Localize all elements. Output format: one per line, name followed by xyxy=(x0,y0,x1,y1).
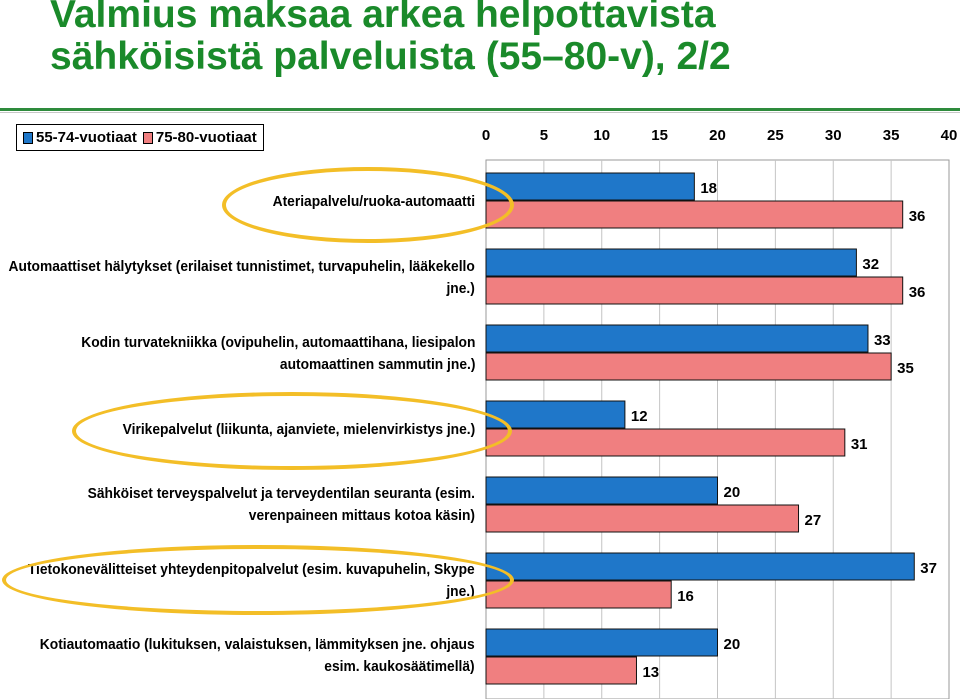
chart-legend: 55-74-vuotiaat 75-80-vuotiaat xyxy=(16,124,264,151)
page-title-line-2: sähköisistä palveluista (55–80-v), 2/2 xyxy=(50,35,731,78)
x-tick-label: 0 xyxy=(482,127,490,144)
bar-series-1 xyxy=(485,400,626,429)
x-tick-label: 25 xyxy=(767,127,784,144)
x-tick-label: 30 xyxy=(825,127,842,144)
category-label-line: automaattinen sammutin jne.) xyxy=(279,356,475,373)
bar-series-2 xyxy=(485,200,904,229)
x-tick-label: 10 xyxy=(593,127,610,144)
data-label-series-1: 33 xyxy=(874,332,891,349)
data-label-series-2: 27 xyxy=(805,512,822,529)
data-label-series-2: 16 xyxy=(677,588,694,605)
page-title: Valmius maksaa arkea helpottavista sähkö… xyxy=(50,0,731,78)
bar-series-2 xyxy=(485,504,800,533)
category-label-line: Kotiautomaatio (lukituksen, valaistuksen… xyxy=(40,636,475,653)
legend-item-series-2: 75-80-vuotiaat xyxy=(142,129,257,146)
bar-series-2 xyxy=(485,656,637,685)
bar-series-2 xyxy=(485,352,892,381)
bar-series-2 xyxy=(485,276,904,305)
page-title-line-1: Valmius maksaa arkea helpottavista xyxy=(50,0,716,36)
data-label-series-2: 36 xyxy=(909,284,926,301)
category-label-line: esim. kaukosäätimellä) xyxy=(324,658,475,675)
title-underline xyxy=(0,108,960,111)
highlight-ellipse xyxy=(222,167,514,243)
category-label-line: Kodin turvatekniikka (ovipuhelin, automa… xyxy=(80,334,475,351)
bar-series-1 xyxy=(485,552,915,581)
bar-series-1 xyxy=(485,172,695,201)
legend-label-series-2: 75-80-vuotiaat xyxy=(155,129,257,146)
category-label-line: jne.) xyxy=(446,280,475,297)
x-tick-label: 15 xyxy=(651,127,668,144)
data-label-series-2: 31 xyxy=(851,436,868,453)
legend-swatch-series-1 xyxy=(23,131,33,144)
category-label: Kodin turvatekniikka (ovipuhelin, automa… xyxy=(81,332,475,376)
data-label-series-1: 37 xyxy=(920,560,937,577)
category-label-line: Sähköiset terveyspalvelut ja terveydenti… xyxy=(87,485,475,502)
title-underline-shadow xyxy=(0,112,960,113)
highlight-ellipse xyxy=(72,392,512,470)
data-label-series-2: 13 xyxy=(642,664,659,681)
x-tick-label: 20 xyxy=(709,127,726,144)
bar-series-1 xyxy=(485,476,718,505)
data-label-series-1: 18 xyxy=(700,180,717,197)
bar-series-1 xyxy=(485,248,857,277)
x-tick-label: 35 xyxy=(883,127,900,144)
data-label-series-2: 36 xyxy=(909,208,926,225)
bar-series-1 xyxy=(485,324,869,353)
legend-item-series-1: 55-74-vuotiaat xyxy=(23,129,137,146)
data-label-series-1: 20 xyxy=(724,484,741,501)
category-label-line: verenpaineen mittaus kotoa käsin) xyxy=(248,507,475,524)
data-label-series-1: 12 xyxy=(631,408,648,425)
data-label-series-1: 32 xyxy=(862,256,879,273)
x-tick-label: 40 xyxy=(941,127,958,144)
bar-series-1 xyxy=(485,628,718,657)
data-label-series-2: 35 xyxy=(897,360,914,377)
bar-series-2 xyxy=(485,428,846,457)
bar-series-2 xyxy=(485,580,672,609)
legend-swatch-series-2 xyxy=(142,131,153,144)
category-label: Automaattiset hälytykset (erilaiset tunn… xyxy=(9,256,475,300)
legend-label-series-1: 55-74-vuotiaat xyxy=(36,129,137,146)
x-tick-label: 5 xyxy=(540,127,548,144)
category-label: Sähköiset terveyspalvelut ja terveydenti… xyxy=(88,483,475,527)
category-label: Kotiautomaatio (lukituksen, valaistuksen… xyxy=(40,634,475,678)
data-label-series-1: 20 xyxy=(724,636,741,653)
category-label-line: Automaattiset hälytykset (erilaiset tunn… xyxy=(8,258,475,275)
highlight-ellipse xyxy=(2,545,514,615)
